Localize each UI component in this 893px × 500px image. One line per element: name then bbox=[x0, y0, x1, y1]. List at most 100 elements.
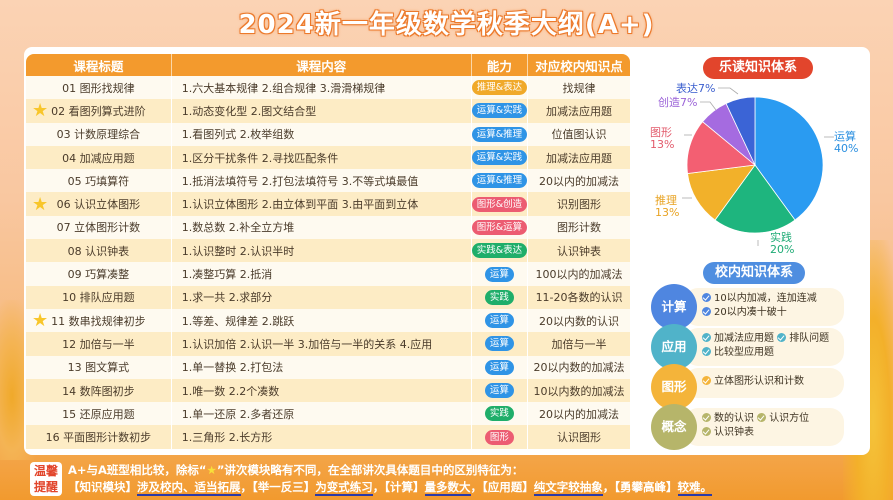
table-row: 04 加减应用题 1.区分干扰条件 2.寻找匹配条件 运算&实践 加减法应用题 bbox=[26, 145, 630, 170]
ability-cell: 运算 bbox=[471, 355, 529, 379]
school-point: 位值图认识 bbox=[528, 122, 630, 146]
pie-label-name: 图形 bbox=[650, 126, 672, 139]
check-icon bbox=[757, 413, 767, 422]
tip-tag: 温馨 提醒 bbox=[30, 462, 62, 496]
pie-label-shijian: 实践 20% bbox=[770, 232, 794, 256]
course-content: 1.认识整时 2.认识半时 bbox=[171, 239, 472, 263]
knowledge-item: 数的认识 bbox=[714, 413, 754, 424]
ability-cell: 图形&运算 bbox=[471, 215, 529, 240]
course-content: 1.认识加倍 2.认识一半 3.加倍与一半的关系 4.应用 bbox=[171, 332, 472, 356]
pie-slice-运算 bbox=[754, 96, 824, 221]
course-title: 04 加减应用题 bbox=[26, 145, 172, 170]
course-content: 1.六大基本规律 2.组合规律 3.滑滑梯规律 bbox=[171, 76, 472, 100]
course-content: 1.看图列式 2.枚举组数 bbox=[171, 122, 472, 146]
pie-label-biaoda: 表达7% bbox=[676, 82, 716, 95]
pie-slice-推理 bbox=[687, 164, 756, 221]
pie-label-tuili: 推理 13% bbox=[655, 195, 679, 219]
course-title: 06 认识立体图形 bbox=[26, 192, 172, 216]
ability-badge: 运算 bbox=[484, 266, 514, 282]
course-title: 05 巧填算符 bbox=[26, 169, 172, 193]
tip-highlight: 为变式练习 bbox=[315, 480, 373, 496]
course-content: 1.区分干扰条件 2.寻找匹配条件 bbox=[171, 145, 472, 170]
ability-cell: 图形&创造 bbox=[471, 192, 529, 216]
table-row: 13 图文算式 1.单一替换 2.打包法 运算 20以内数的加减法 bbox=[26, 355, 630, 379]
school-group-items: 加减法应用题 排队问题 比较型应用题 bbox=[684, 328, 844, 366]
knowledge-item: 20以内凑十破十 bbox=[714, 307, 787, 318]
tip-highlight: 纯文字较抽象 bbox=[533, 480, 603, 496]
check-icon bbox=[702, 307, 711, 316]
ability-badge: 实践&表达 bbox=[471, 243, 528, 259]
school-point: 20以内的加减法 bbox=[528, 402, 630, 426]
school-group-items: 立体图形认识和计数 bbox=[684, 368, 844, 398]
ability-cell: 实践 bbox=[471, 285, 529, 309]
school-section-title: 校内知识体系 bbox=[703, 262, 805, 284]
school-group-badge: 计算 bbox=[651, 284, 697, 330]
pie-label-pct: 40% bbox=[834, 142, 859, 155]
star-icon: ★ bbox=[32, 310, 49, 331]
table-row: 08 认识钟表 1.认识整时 2.认识半时 实践&表达 认识钟表 bbox=[26, 239, 630, 263]
school-point: 11-20各数的认识 bbox=[528, 285, 630, 309]
ability-badge: 推理&表达 bbox=[471, 80, 528, 96]
ability-cell: 运算&实践 bbox=[471, 99, 529, 123]
header-school-point: 对应校内知识点 bbox=[528, 54, 630, 76]
table-row: 01 图形找规律 1.六大基本规律 2.组合规律 3.滑滑梯规律 推理&表达 找规律 bbox=[26, 76, 630, 100]
ability-badge: 实践 bbox=[484, 289, 514, 305]
tip-highlight: 涉及校内、适当拓展 bbox=[137, 480, 241, 496]
course-content: 1.凑整巧算 2.抵消 bbox=[171, 262, 472, 286]
tip-line-2: 【知识模块】涉及校内、适当拓展，【举一反三】为变式练习，【计算】量多数大，【应用… bbox=[68, 479, 868, 496]
ability-badge: 运算 bbox=[484, 359, 514, 375]
ability-badge: 运算&推理 bbox=[471, 126, 528, 142]
header-ability: 能力 bbox=[471, 54, 529, 76]
tip-tag-line1: 温馨 bbox=[33, 464, 58, 478]
header-course-title: 课程标题 bbox=[26, 54, 172, 76]
school-point: 100以内的加减法 bbox=[528, 262, 630, 286]
table-row: 02 看图列算式进阶 1.动态变化型 2.图文结合型 运算&实践 加减法应用题 bbox=[26, 99, 630, 123]
ability-cell: 运算&实践 bbox=[471, 145, 529, 170]
table-row: 10 排队应用题 1.求一共 2.求部分 实践 11-20各数的认识 bbox=[26, 285, 630, 309]
school-point: 找规律 bbox=[528, 76, 630, 100]
course-title: 13 图文算式 bbox=[26, 355, 172, 379]
school-point: 加减法应用题 bbox=[528, 99, 630, 123]
course-content: 1.认识立体图形 2.由立体到平面 3.由平面到立体 bbox=[171, 192, 472, 216]
ability-cell: 图形 bbox=[471, 425, 529, 449]
knowledge-item: 10以内加减，连加连减 bbox=[714, 293, 817, 304]
school-point: 10以内数的加减法 bbox=[528, 378, 630, 403]
ability-badge: 图形&创造 bbox=[471, 196, 528, 212]
check-icon bbox=[777, 333, 787, 342]
ability-badge: 运算&实践 bbox=[471, 103, 528, 119]
star-icon: ★ bbox=[32, 100, 49, 122]
ability-cell: 运算 bbox=[471, 308, 529, 333]
table-row: 14 数阵图初步 1.唯一数 2.2个凑数 运算 10以内数的加减法 bbox=[26, 378, 630, 403]
table-row: 11 数串找规律初步 1.等差、规律差 2.跳跃 运算 20以内数的认识 bbox=[26, 308, 630, 333]
ability-badge: 运算 bbox=[484, 383, 514, 398]
school-point: 20以内数的认识 bbox=[528, 308, 630, 333]
pie-slice-图形 bbox=[686, 121, 756, 174]
course-title: 03 计数原理综合 bbox=[26, 122, 172, 146]
knowledge-item: 认识方位 bbox=[769, 413, 810, 424]
course-content: 1.单一还原 2.多者还原 bbox=[171, 402, 472, 426]
course-title: 10 排队应用题 bbox=[26, 285, 172, 309]
ability-cell: 运算&推理 bbox=[471, 122, 529, 146]
course-content: 1.动态变化型 2.图文结合型 bbox=[171, 99, 472, 123]
table-row: 07 立体图形计数 1.数总数 2.补全立方堆 图形&运算 图形计数 bbox=[26, 215, 630, 240]
ability-badge: 图形&运算 bbox=[471, 219, 528, 235]
course-content: 1.等差、规律差 2.跳跃 bbox=[171, 308, 472, 333]
table-row: 05 巧填算符 1.抵消法填符号 2.打包法填符号 3.不等式填最值 运算&推理 20… bbox=[26, 169, 630, 193]
pie-label-pct: 20% bbox=[770, 243, 795, 256]
table-header-row: 课程标题 课程内容 能力 对应校内知识点 bbox=[26, 54, 630, 76]
pie-section-title: 乐读知识体系 bbox=[703, 57, 813, 79]
knowledge-item: 比较型应用题 bbox=[714, 347, 774, 358]
table-row: 15 还原应用题 1.单一还原 2.多者还原 实践 20以内的加减法 bbox=[26, 402, 630, 426]
check-icon bbox=[702, 293, 711, 302]
pie-slice-实践 bbox=[714, 164, 796, 234]
course-title: 11 数串找规律初步 bbox=[26, 308, 172, 333]
knowledge-pie-chart bbox=[686, 96, 824, 234]
tip-label: 【知识模块】 bbox=[68, 480, 137, 494]
pie-label-name: 推理 bbox=[655, 194, 677, 207]
school-point: 识别图形 bbox=[528, 192, 630, 216]
ability-badge: 运算 bbox=[484, 336, 514, 352]
header-course-content: 课程内容 bbox=[171, 54, 472, 76]
ability-badge: 运算&实践 bbox=[471, 150, 528, 166]
tip-label: ，【应用题】 bbox=[470, 480, 534, 494]
course-table: 课程标题 课程内容 能力 对应校内知识点 01 图形找规律 1.六大基本规律 2.… bbox=[26, 54, 630, 449]
